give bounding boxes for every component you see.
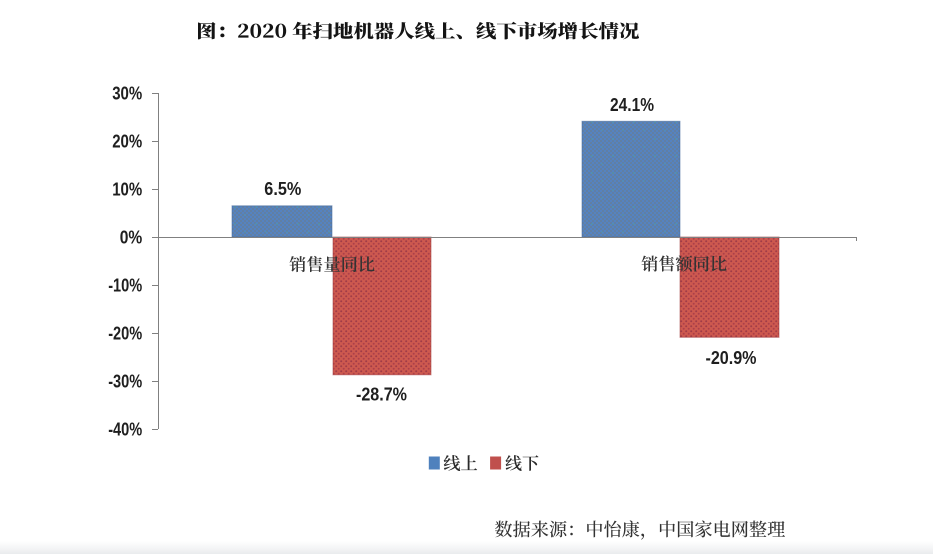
svg-text:30%: 30%: [112, 84, 142, 104]
svg-text:10%: 10%: [112, 180, 142, 200]
svg-text:-40%: -40%: [108, 420, 142, 440]
svg-text:0%: 0%: [120, 228, 143, 248]
svg-text:-28.7%: -28.7%: [356, 384, 407, 404]
svg-text:6.5%: 6.5%: [264, 179, 301, 199]
svg-text:-30%: -30%: [108, 372, 142, 392]
svg-text:-10%: -10%: [108, 276, 142, 296]
svg-text:-20.9%: -20.9%: [706, 348, 757, 368]
svg-text:20%: 20%: [112, 132, 142, 152]
svg-text:24.1%: 24.1%: [610, 95, 654, 115]
svg-text:-20%: -20%: [108, 324, 142, 344]
